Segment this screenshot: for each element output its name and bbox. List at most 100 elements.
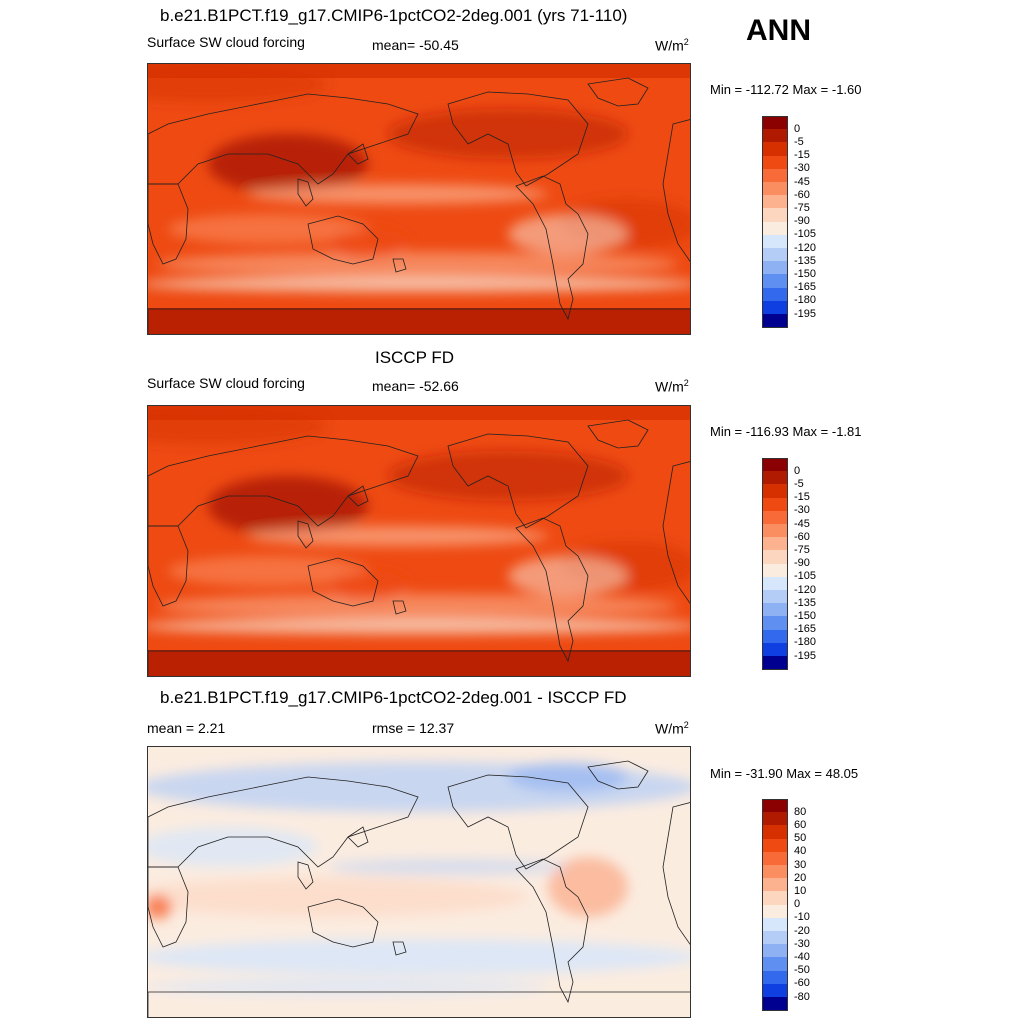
colorbar-tick-label: -60 <box>794 188 810 201</box>
colorbar-tick-label: -120 <box>794 583 817 596</box>
colorbar-tick-label: -180 <box>794 294 817 307</box>
colorbar-tick-label: -180 <box>794 636 817 649</box>
colorbar-swatch <box>762 812 788 826</box>
colorbar-tick-label: -5 <box>794 477 804 490</box>
colorbar-tick-label: 0 <box>794 464 801 477</box>
colorbar-tick-label: 0 <box>794 122 801 135</box>
colorbar-swatch <box>762 261 788 275</box>
colorbar-tick-label: -30 <box>794 937 810 950</box>
colorbar-swatch <box>762 537 788 551</box>
panel-3-center-label: rmse = 12.37 <box>372 720 455 736</box>
colorbar-swatch <box>762 603 788 617</box>
panel-3-minmax: Min = -31.90 Max = 48.05 <box>710 766 859 781</box>
colorbar-swatch <box>762 182 788 196</box>
colorbar-tick-label: -15 <box>794 491 810 504</box>
colorbar-tick-label: 10 <box>794 884 807 897</box>
colorbar-swatch <box>762 590 788 604</box>
coastlines <box>148 419 690 676</box>
colorbar-swatch <box>762 142 788 157</box>
coastlines <box>148 760 690 1017</box>
panel-2-colorbar: 0 -5 -15 -30 -45 -60 -75 -90 -105 -120 -135 -150 -16… <box>762 458 842 670</box>
colorbar-tick-label: -150 <box>794 267 817 280</box>
colorbar-swatch <box>762 576 788 591</box>
colorbar-swatch <box>762 168 788 183</box>
colorbar-tick-label: -105 <box>794 570 817 583</box>
colorbar-tick-label: -120 <box>794 241 817 254</box>
colorbar-swatch <box>762 944 788 958</box>
colorbar-tick-label: -90 <box>794 557 810 570</box>
colorbar-tick-label: -60 <box>794 530 810 543</box>
colorbar-swatch <box>762 825 788 840</box>
season-label: ANN <box>746 14 811 47</box>
panel-1-minmax: Min = -112.72 Max = -1.60 <box>710 82 862 97</box>
colorbar-swatch <box>762 155 788 170</box>
colorbar-tick-label: 30 <box>794 858 807 871</box>
colorbar-swatch <box>762 458 788 472</box>
colorbar-swatch <box>762 116 788 130</box>
colorbar-swatch <box>762 274 788 289</box>
colorbar-tick-label: 80 <box>794 805 807 818</box>
panel-2-map <box>147 405 691 677</box>
colorbar-swatch <box>762 234 788 249</box>
panel-2-minmax: Min = -116.93 Max = -1.81 <box>710 424 862 439</box>
colorbar-tick-label: -45 <box>794 517 810 530</box>
colorbar-tick-label: -30 <box>794 162 810 175</box>
colorbar-swatch <box>762 629 788 644</box>
colorbar-tick-label: -135 <box>794 596 817 609</box>
colorbar-swatch <box>762 957 788 972</box>
colorbar-swatch <box>762 314 788 328</box>
colorbar-tick-label: -75 <box>794 543 810 556</box>
colorbar-swatch <box>762 550 788 565</box>
contour-field <box>148 747 690 1017</box>
colorbar-swatch <box>762 865 788 879</box>
colorbar-tick-label: -30 <box>794 504 810 517</box>
colorbar-swatch <box>762 891 788 906</box>
panel-3-units: W/m2 <box>655 720 689 737</box>
colorbar-swatch <box>762 878 788 892</box>
colorbar-swatch <box>762 904 788 919</box>
colorbar-tick-label: 0 <box>794 898 801 911</box>
colorbar-tick-label: -5 <box>794 135 804 148</box>
colorbar-tick-label: -10 <box>794 911 810 924</box>
panel-2-center-label: mean= -52.66 <box>372 378 459 394</box>
panel-1-left-label: Surface SW cloud forcing <box>147 34 305 50</box>
colorbar-swatch <box>762 300 788 315</box>
panel-3-left-label: mean = 2.21 <box>147 720 226 736</box>
panel-2-units: W/m2 <box>655 378 689 395</box>
colorbar-swatch <box>762 983 788 998</box>
panel-3-title: b.e21.B1PCT.f19_g17.CMIP6-1pctCO2-2deg.0… <box>160 688 627 707</box>
colorbar-swatch <box>762 917 788 932</box>
colorbar-swatch <box>762 970 788 985</box>
colorbar-swatch <box>762 524 788 538</box>
colorbar-swatch <box>762 248 788 262</box>
colorbar-swatch <box>762 497 788 512</box>
panel-1-title: b.e21.B1PCT.f19_g17.CMIP6-1pctCO2-2deg.0… <box>160 6 628 25</box>
colorbar-swatch <box>762 799 788 813</box>
colorbar-tick-label: -105 <box>794 228 817 241</box>
colorbar-tick-label: -20 <box>794 924 810 937</box>
colorbar-tick-label: -60 <box>794 977 810 990</box>
colorbar-tick-label: -135 <box>794 254 817 267</box>
colorbar-swatch <box>762 851 788 866</box>
colorbar-swatch <box>762 838 788 853</box>
colorbar-tick-label: -45 <box>794 175 810 188</box>
colorbar-swatch <box>762 208 788 223</box>
contour-field <box>148 406 690 676</box>
contour-field <box>148 64 690 334</box>
panel-2-left-label: Surface SW cloud forcing <box>147 375 305 391</box>
colorbar-tick-label: 60 <box>794 818 807 831</box>
panel-3-colorbar: 80 60 50 40 30 20 10 0 -10 -20 -30 -40 -50 -60 -80 <box>762 799 842 1011</box>
coastlines <box>148 77 690 334</box>
panel-3-map <box>147 746 691 1018</box>
colorbar-tick-label: -195 <box>794 649 817 662</box>
colorbar-swatch <box>762 195 788 209</box>
colorbar-swatch <box>762 287 788 302</box>
colorbar-tick-label: -75 <box>794 201 810 214</box>
panel-2-title: ISCCP FD <box>375 348 455 367</box>
colorbar-tick-label: 40 <box>794 845 807 858</box>
colorbar-tick-label: -90 <box>794 215 810 228</box>
colorbar-tick-label: -80 <box>794 990 810 1003</box>
colorbar-swatch <box>762 221 788 236</box>
colorbar-swatch <box>762 471 788 485</box>
colorbar-tick-label: -15 <box>794 149 810 162</box>
